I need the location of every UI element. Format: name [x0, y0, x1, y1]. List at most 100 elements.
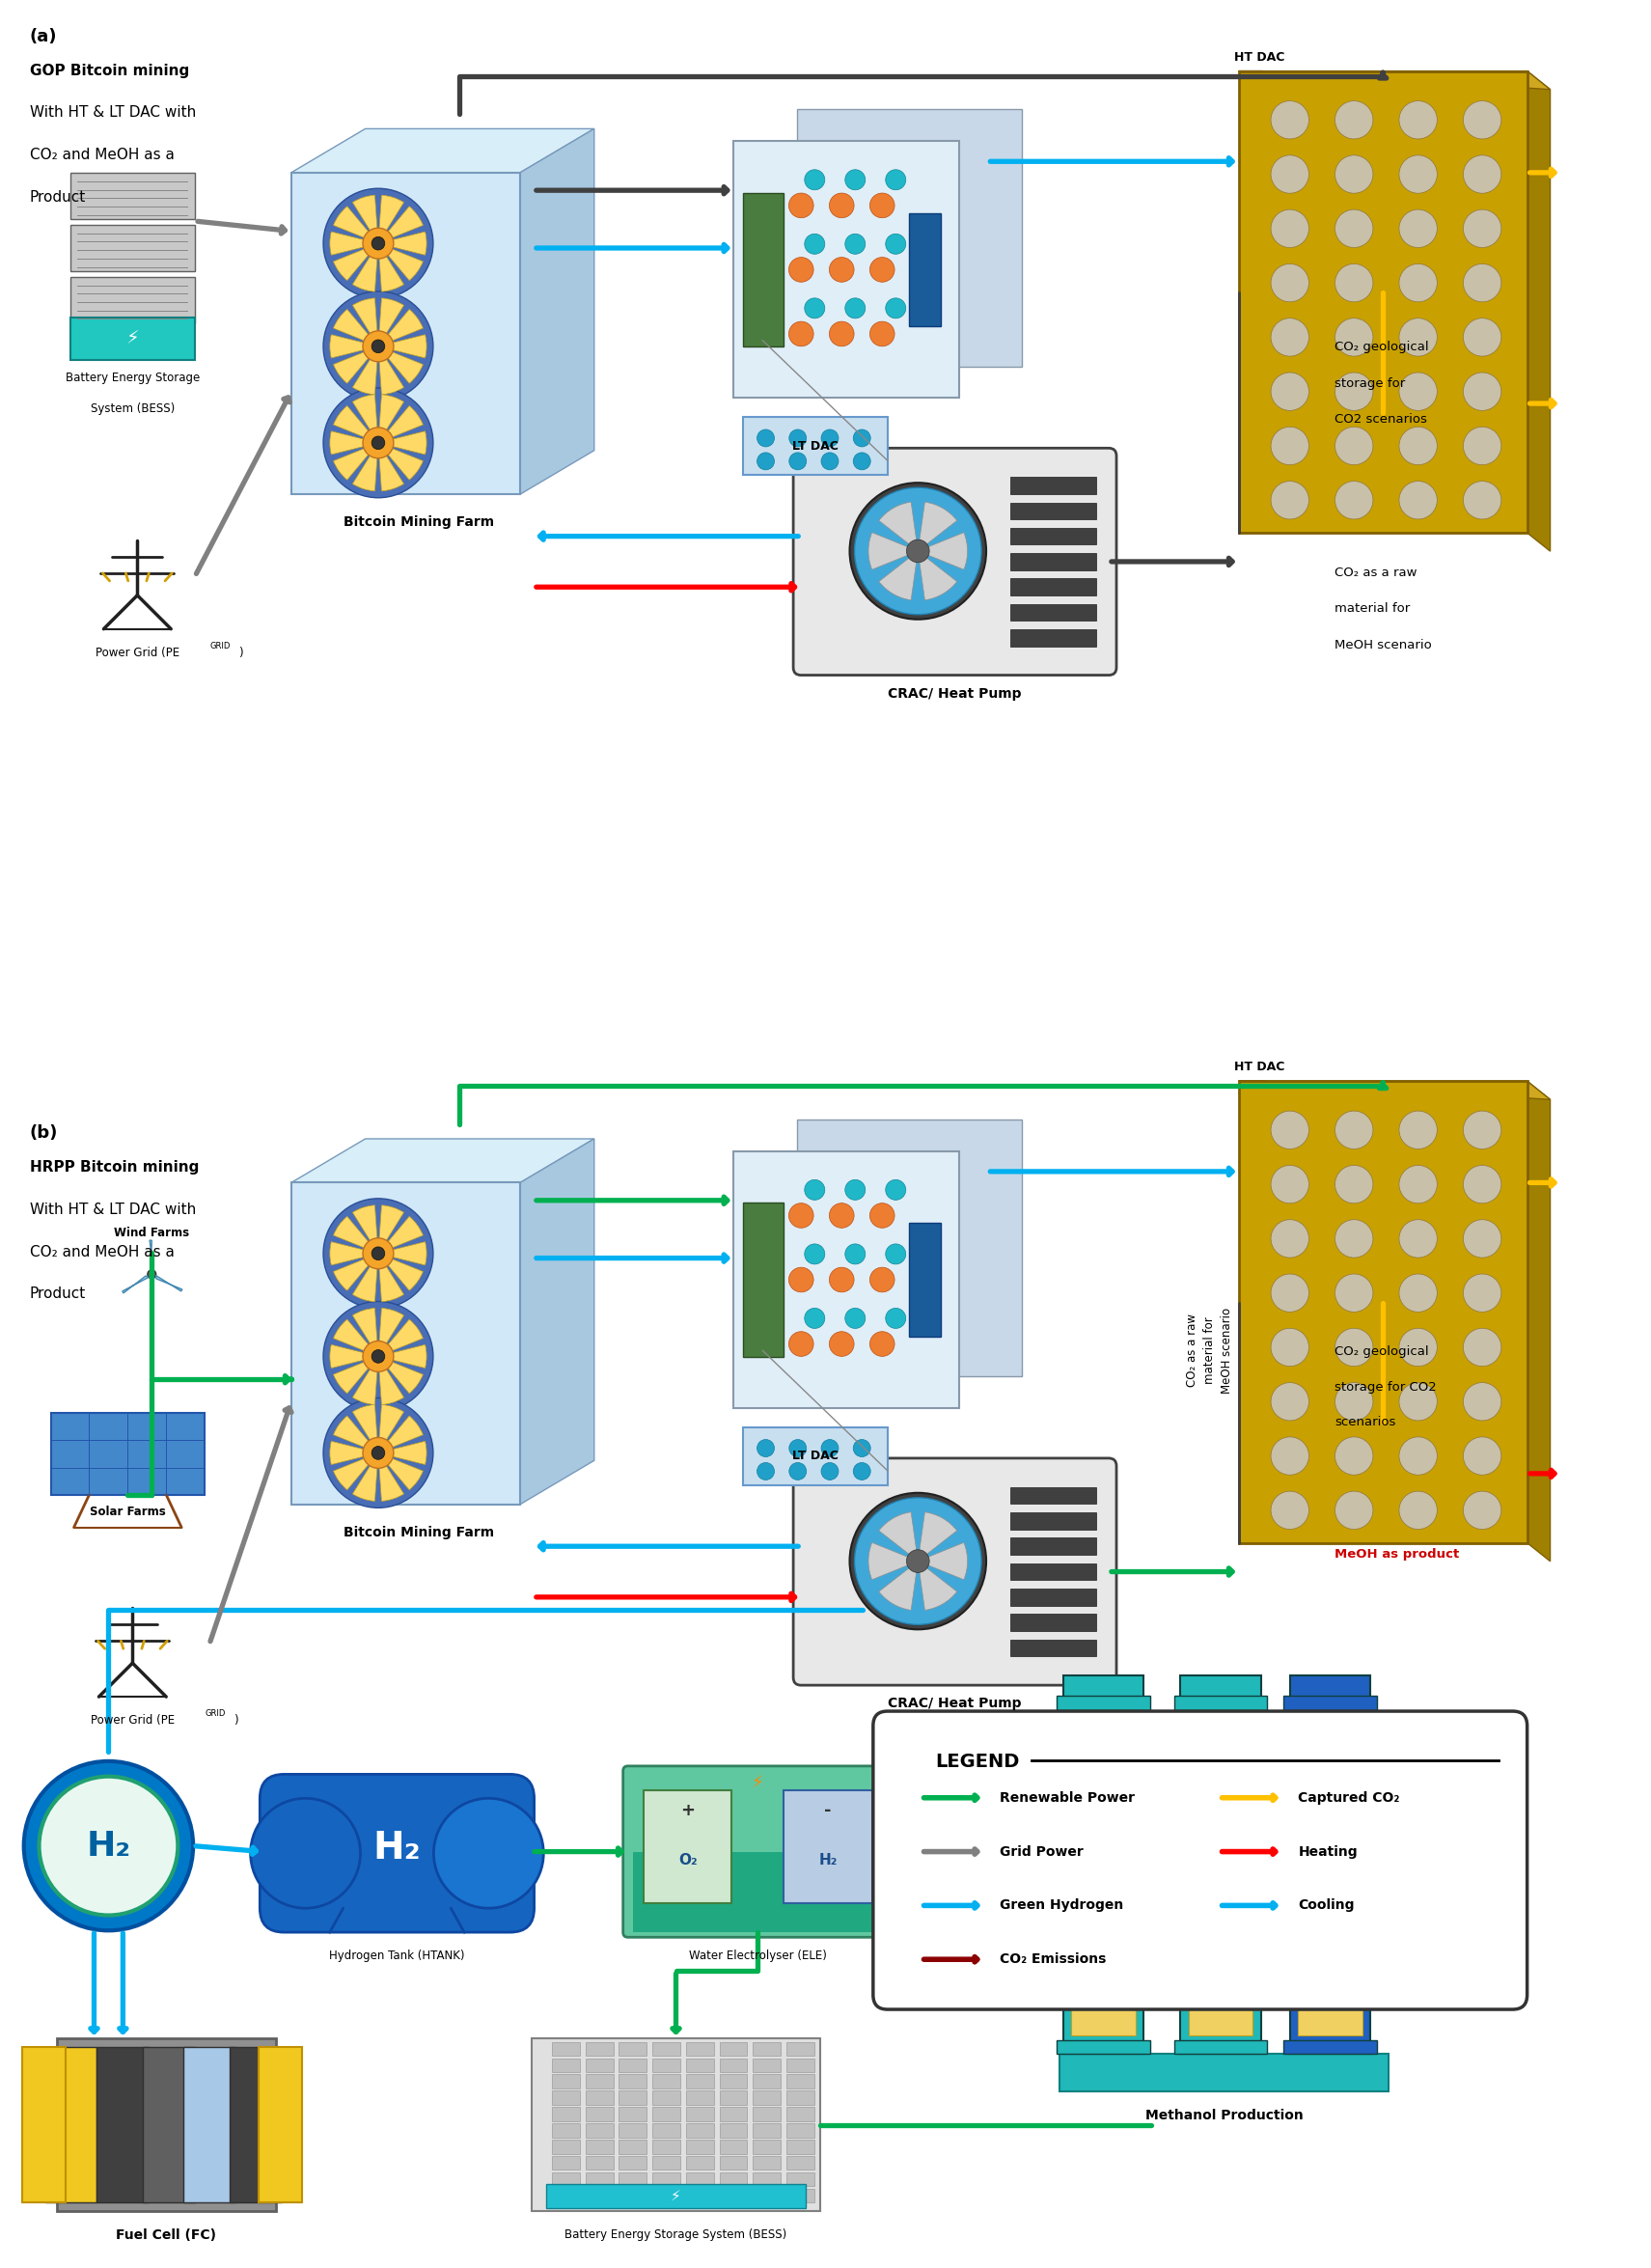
Circle shape [758, 429, 774, 447]
FancyBboxPatch shape [56, 2039, 276, 2211]
FancyBboxPatch shape [743, 1427, 888, 1486]
FancyBboxPatch shape [685, 2141, 713, 2155]
Polygon shape [1527, 70, 1550, 551]
Text: H₂: H₂ [86, 1830, 130, 1862]
Circle shape [1398, 1275, 1436, 1311]
Wedge shape [378, 406, 423, 442]
FancyBboxPatch shape [753, 2041, 781, 2055]
FancyBboxPatch shape [743, 417, 888, 474]
FancyBboxPatch shape [69, 277, 195, 322]
FancyBboxPatch shape [586, 2123, 613, 2136]
FancyBboxPatch shape [753, 2157, 781, 2170]
Text: CRAC/ Heat Pump: CRAC/ Heat Pump [888, 687, 1022, 701]
FancyBboxPatch shape [551, 2091, 580, 2105]
FancyBboxPatch shape [1189, 1953, 1253, 2037]
Polygon shape [122, 1277, 149, 1293]
FancyBboxPatch shape [632, 1851, 882, 1932]
FancyBboxPatch shape [1174, 1696, 1268, 1710]
Polygon shape [1527, 1082, 1550, 1560]
Circle shape [854, 1440, 870, 1456]
Circle shape [1271, 1220, 1309, 1259]
Circle shape [1336, 154, 1374, 193]
FancyBboxPatch shape [797, 1120, 1022, 1377]
FancyBboxPatch shape [786, 2189, 814, 2202]
Text: ⚡: ⚡ [125, 329, 139, 347]
Circle shape [1398, 1329, 1436, 1365]
FancyBboxPatch shape [786, 2173, 814, 2186]
Text: Battery Energy Storage: Battery Energy Storage [66, 372, 200, 383]
Wedge shape [334, 1415, 378, 1454]
Text: Product: Product [30, 1286, 86, 1302]
Text: scenarios: scenarios [1334, 1415, 1397, 1429]
Circle shape [1463, 1329, 1501, 1365]
FancyBboxPatch shape [1238, 1082, 1527, 1542]
Wedge shape [378, 1404, 404, 1454]
FancyBboxPatch shape [753, 2123, 781, 2136]
Circle shape [1336, 1438, 1374, 1474]
Circle shape [804, 297, 826, 318]
Circle shape [324, 1198, 433, 1309]
Wedge shape [353, 1254, 378, 1302]
Text: With HT & LT DAC with: With HT & LT DAC with [30, 107, 196, 120]
FancyBboxPatch shape [586, 2091, 613, 2105]
Circle shape [1271, 318, 1309, 356]
FancyBboxPatch shape [619, 2189, 647, 2202]
FancyBboxPatch shape [652, 2091, 680, 2105]
Wedge shape [330, 431, 378, 454]
Circle shape [804, 234, 826, 254]
Circle shape [821, 1440, 839, 1456]
FancyBboxPatch shape [586, 2057, 613, 2073]
Circle shape [1463, 1438, 1501, 1474]
Circle shape [1463, 426, 1501, 465]
Circle shape [906, 540, 930, 562]
FancyBboxPatch shape [1283, 1926, 1377, 1939]
FancyBboxPatch shape [622, 1767, 892, 1937]
FancyBboxPatch shape [259, 1774, 535, 1932]
Circle shape [855, 1497, 981, 1624]
Wedge shape [378, 395, 404, 442]
FancyBboxPatch shape [1057, 1696, 1151, 1710]
Text: CO2 scenarios: CO2 scenarios [1334, 413, 1426, 426]
Text: Battery Energy Storage System (BESS): Battery Energy Storage System (BESS) [565, 2229, 788, 2241]
FancyBboxPatch shape [551, 2041, 580, 2055]
Circle shape [870, 1268, 895, 1293]
FancyBboxPatch shape [45, 2048, 97, 2202]
Wedge shape [378, 1454, 404, 1501]
Circle shape [371, 1349, 385, 1363]
FancyBboxPatch shape [1010, 1640, 1096, 1656]
Wedge shape [334, 347, 378, 383]
FancyBboxPatch shape [69, 172, 195, 220]
Wedge shape [334, 1356, 378, 1393]
Circle shape [1463, 1492, 1501, 1529]
FancyBboxPatch shape [619, 2107, 647, 2121]
Circle shape [789, 256, 814, 281]
Circle shape [1271, 1111, 1309, 1150]
FancyBboxPatch shape [1174, 2041, 1268, 2055]
FancyBboxPatch shape [586, 2173, 613, 2186]
FancyBboxPatch shape [733, 1152, 959, 1408]
Circle shape [1398, 1438, 1436, 1474]
FancyBboxPatch shape [1283, 1810, 1377, 1826]
Circle shape [1398, 154, 1436, 193]
Circle shape [850, 1492, 986, 1628]
Circle shape [1463, 372, 1501, 411]
FancyBboxPatch shape [685, 2107, 713, 2121]
Polygon shape [1238, 70, 1550, 88]
FancyBboxPatch shape [652, 2141, 680, 2155]
FancyBboxPatch shape [1010, 603, 1096, 621]
FancyBboxPatch shape [1010, 1563, 1096, 1581]
Wedge shape [330, 1440, 378, 1465]
Text: Grid Power: Grid Power [1001, 1844, 1083, 1857]
Circle shape [885, 170, 906, 191]
Circle shape [1398, 209, 1436, 247]
Circle shape [1463, 1166, 1501, 1204]
Circle shape [23, 1762, 193, 1930]
Wedge shape [378, 1356, 404, 1404]
Circle shape [854, 454, 870, 469]
Wedge shape [353, 1356, 378, 1404]
Circle shape [371, 1247, 385, 1261]
Circle shape [371, 236, 385, 249]
Wedge shape [334, 206, 378, 243]
Circle shape [1398, 100, 1436, 138]
FancyBboxPatch shape [652, 2041, 680, 2055]
